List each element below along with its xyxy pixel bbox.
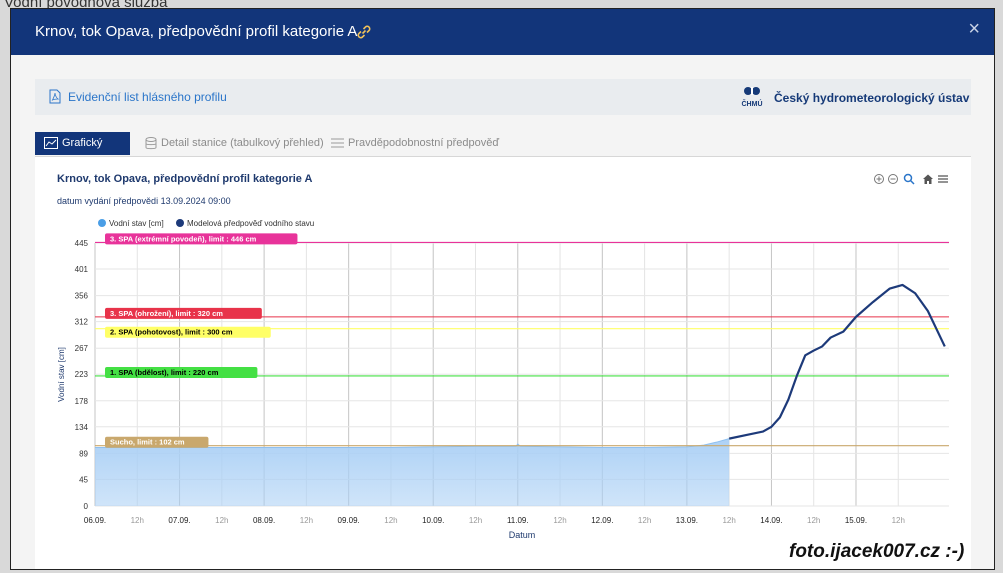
- threshold-label-bg: [105, 307, 262, 319]
- y-tick-label: 45: [79, 475, 88, 484]
- tab-probability[interactable]: Pravděpodobnostní předpověď: [331, 132, 501, 155]
- threshold-label: 3. SPA (ohrožení), limit : 320 cm: [110, 309, 223, 318]
- y-tick-label: 312: [75, 318, 89, 327]
- dialog-title: Krnov, tok Opava, předpovědní profil kat…: [35, 23, 358, 40]
- x-tick-label: 12h: [553, 516, 566, 525]
- chmu-logo-text: ČHMÚ: [742, 99, 763, 108]
- tab-probability-label: Pravděpodobnostní předpověď: [348, 137, 500, 149]
- x-tick-label: 12.09.: [591, 516, 613, 525]
- database-icon: [145, 137, 157, 150]
- chart-toolbar: [873, 173, 953, 187]
- y-tick-label: 0: [84, 502, 89, 511]
- threshold-label: 1. SPA (bdělost), limit : 220 cm: [110, 368, 219, 377]
- tab-station-detail[interactable]: Detail stanice (tabulkový přehled): [145, 132, 325, 155]
- x-tick-label: 08.09.: [253, 516, 275, 525]
- chart-title: Krnov, tok Opava, předpovědní profil kat…: [57, 173, 313, 185]
- x-tick-label: 06.09.: [84, 516, 106, 525]
- x-tick-label: 12h: [300, 516, 313, 525]
- station-dialog: Krnov, tok Opava, předpovědní profil kat…: [10, 8, 995, 570]
- institution-name: Český hydrometeorologický ústav: [774, 91, 970, 105]
- legend-observed-marker: [98, 219, 106, 227]
- x-tick-label: 12h: [215, 516, 228, 525]
- y-tick-label: 445: [75, 239, 89, 248]
- x-tick-label: 12h: [131, 516, 144, 525]
- y-tick-label: 178: [75, 397, 89, 406]
- y-tick-label: 356: [75, 292, 89, 301]
- series-forecast-line: [728, 283, 946, 440]
- tab-graph[interactable]: Grafický výpis: [35, 132, 130, 172]
- y-tick-label: 89: [79, 449, 88, 458]
- y-tick-label: 223: [75, 370, 89, 379]
- water-level-chart: 0 45 89 134 178 223 267 312 356 401 445 06.09. 12h 07…: [57, 219, 949, 540]
- series-observed-area: [95, 438, 730, 506]
- tab-bar: Grafický výpis Detail stanice (tabulkový…: [35, 132, 971, 172]
- zoom-in-icon[interactable]: [873, 173, 885, 185]
- menu-icon[interactable]: [937, 173, 949, 185]
- legend-observed-label: Vodní stav [cm]: [109, 219, 164, 228]
- close-icon[interactable]: ×: [968, 18, 980, 40]
- zoom-out-icon[interactable]: [887, 173, 899, 185]
- y-axis-label: Vodní stav [cm]: [57, 347, 66, 402]
- x-tick-label: 13.09.: [676, 516, 698, 525]
- chart-card: Krnov, tok Opava, předpovědní profil kat…: [35, 157, 971, 569]
- tab-station-detail-label: Detail stanice (tabulkový přehled): [161, 137, 324, 149]
- x-tick-label: 11.09.: [507, 516, 529, 525]
- x-tick-label: 12h: [807, 516, 820, 525]
- legend-forecast-marker: [176, 219, 184, 227]
- watermark-text: foto.ijacek007.cz :-): [789, 541, 965, 562]
- threshold-label: 3. SPA (extrémní povodeň), limit : 446 c…: [110, 234, 257, 243]
- x-tick-label: 10.09.: [422, 516, 444, 525]
- x-tick-label: 15.09.: [845, 516, 867, 525]
- background-page-title: Vodní povodňová služba: [4, 0, 168, 11]
- home-icon[interactable]: [922, 173, 934, 185]
- station-record-link[interactable]: Evidenční list hlásného profilu: [68, 90, 227, 104]
- threshold-label: 2. SPA (pohotovost), limit : 300 cm: [110, 328, 233, 337]
- x-tick-label: 12h: [892, 516, 905, 525]
- x-tick-label: 12h: [469, 516, 482, 525]
- x-axis-label: Datum: [509, 530, 536, 540]
- info-bar: Evidenční list hlásného profilu ČHMÚ Čes…: [35, 79, 971, 115]
- x-tick-label: 12h: [638, 516, 651, 525]
- chart-icon: [44, 137, 58, 149]
- series-observed-line: [95, 438, 730, 448]
- threshold-label: Sucho, limit : 102 cm: [110, 438, 185, 447]
- chmu-logo: ČHMÚ: [742, 87, 763, 108]
- threshold-label-bg: [105, 366, 258, 378]
- threshold-label-bg: [105, 233, 298, 245]
- x-tick-label: 14.09.: [760, 516, 782, 525]
- dialog-header: Krnov, tok Opava, předpovědní profil kat…: [11, 9, 994, 55]
- legend-forecast-label: Modelová předpověď vodního stavu: [187, 219, 314, 228]
- y-tick-label: 401: [75, 265, 89, 274]
- threshold-label-bg: [105, 326, 271, 338]
- list-icon: [331, 138, 344, 148]
- x-tick-label: 09.09.: [338, 516, 360, 525]
- y-tick-label: 134: [75, 423, 89, 432]
- pdf-icon: [49, 89, 61, 104]
- threshold-label-bg: [105, 436, 209, 448]
- link-icon[interactable]: [355, 23, 373, 41]
- y-tick-label: 267: [75, 344, 89, 353]
- search-icon[interactable]: [903, 173, 915, 185]
- chart-subtitle: datum vydání předpovědi 13.09.2024 09:00: [57, 196, 231, 206]
- x-tick-label: 07.09.: [168, 516, 190, 525]
- x-tick-label: 12h: [384, 516, 397, 525]
- x-tick-label: 12h: [722, 516, 735, 525]
